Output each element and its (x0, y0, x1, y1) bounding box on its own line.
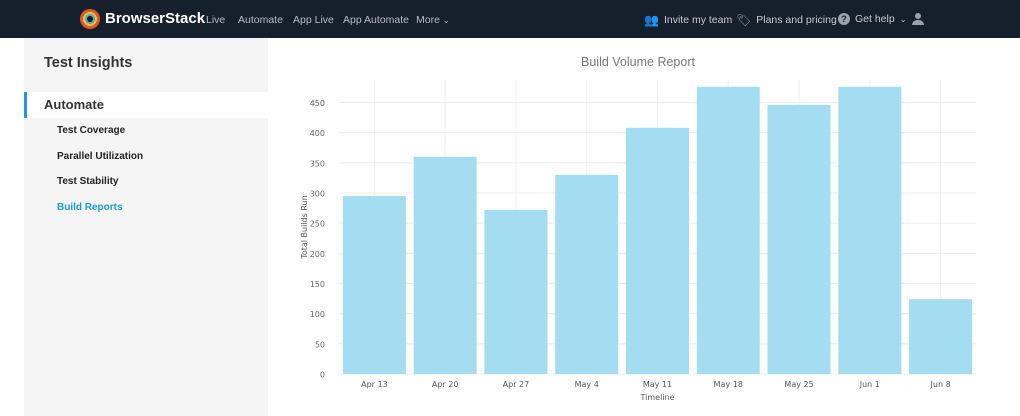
chevron-down-icon: ⌄ (442, 16, 450, 25)
bar-may-11 (626, 127, 689, 374)
x-tick-label: Apr 13 (361, 380, 388, 389)
sidebar-item-test-stability[interactable]: Test Stability (57, 176, 119, 187)
plans-pricing-label: Plans and pricing (756, 14, 837, 26)
x-tick-label: May 18 (714, 380, 743, 389)
invite-team-label: Invite my team (663, 14, 733, 26)
nav-automate[interactable]: Automate (238, 14, 283, 26)
x-tick-label: Apr 27 (503, 380, 530, 389)
bar-jun-8 (909, 299, 973, 374)
sidebar-item-test-coverage[interactable]: Test Coverage (57, 125, 126, 136)
sidebar-item-parallel-utilization[interactable]: Parallel Utilization (57, 151, 144, 162)
x-axis-label: Timeline (639, 393, 674, 402)
x-tick-label: Jun 8 (930, 380, 951, 389)
x-tick-label: May 4 (575, 380, 599, 389)
sidebar-title: Test Insights (44, 55, 133, 71)
bar-jun-1 (838, 86, 902, 375)
y-tick-label: 450 (310, 99, 325, 108)
y-tick-label: 0 (320, 371, 325, 380)
nav-app-live[interactable]: App Live (293, 14, 334, 26)
y-tick-label: 50 (315, 340, 325, 349)
y-tick-label: 200 (310, 250, 325, 259)
y-tick-label: 100 (310, 310, 325, 319)
user-account-button[interactable] (912, 13, 924, 25)
y-tick-label: 250 (310, 220, 325, 229)
add-user-icon: 👥 (644, 13, 659, 27)
y-axis-label: Total Builds Run (300, 195, 309, 259)
chart-title: Build Volume Report (581, 55, 695, 69)
plans-pricing-button[interactable]: 🏷 Plans and pricing (736, 13, 837, 27)
x-tick-label: May 11 (643, 380, 672, 389)
chevron-down-icon: ⌄ (899, 14, 907, 24)
y-tick-label: 300 (310, 190, 325, 199)
nav-app-automate[interactable]: App Automate (343, 14, 409, 26)
bar-may-4 (555, 174, 619, 374)
bar-may-18 (696, 86, 760, 375)
sidebar: Test Insights Automate Test Coverage Par… (24, 38, 268, 416)
bar-apr-27 (484, 209, 548, 374)
bar-apr-20 (413, 156, 477, 374)
get-help-label: Get help (855, 13, 895, 25)
sidebar-section-automate[interactable]: Automate (24, 92, 268, 118)
top-navigation-bar: BrowserStack Live Automate App Live App … (0, 0, 1020, 38)
x-tick-label: Apr 20 (432, 380, 459, 389)
bar-apr-13 (342, 196, 406, 374)
bar-may-25 (767, 104, 831, 374)
x-tick-label: May 25 (784, 380, 813, 389)
price-tag-icon: 🏷 (736, 13, 752, 27)
brand-name[interactable]: BrowserStack (105, 10, 206, 27)
user-icon (912, 13, 924, 25)
sidebar-item-build-reports[interactable]: Build Reports (57, 202, 123, 213)
help-icon: ? (838, 13, 850, 25)
nav-more-label: More (416, 14, 440, 26)
browserstack-logo-icon[interactable] (80, 9, 100, 29)
sidebar-section-label: Automate (44, 97, 104, 112)
x-tick-label: Jun 1 (859, 380, 880, 389)
nav-live[interactable]: Live (206, 14, 226, 26)
invite-team-button[interactable]: 👥 Invite my team (644, 13, 732, 27)
get-help-button[interactable]: ? Get help ⌄ (838, 13, 906, 25)
y-tick-label: 150 (310, 280, 325, 289)
nav-more[interactable]: More ⌄ (416, 14, 450, 26)
y-tick-label: 350 (310, 159, 325, 168)
y-tick-label: 400 (310, 129, 325, 138)
